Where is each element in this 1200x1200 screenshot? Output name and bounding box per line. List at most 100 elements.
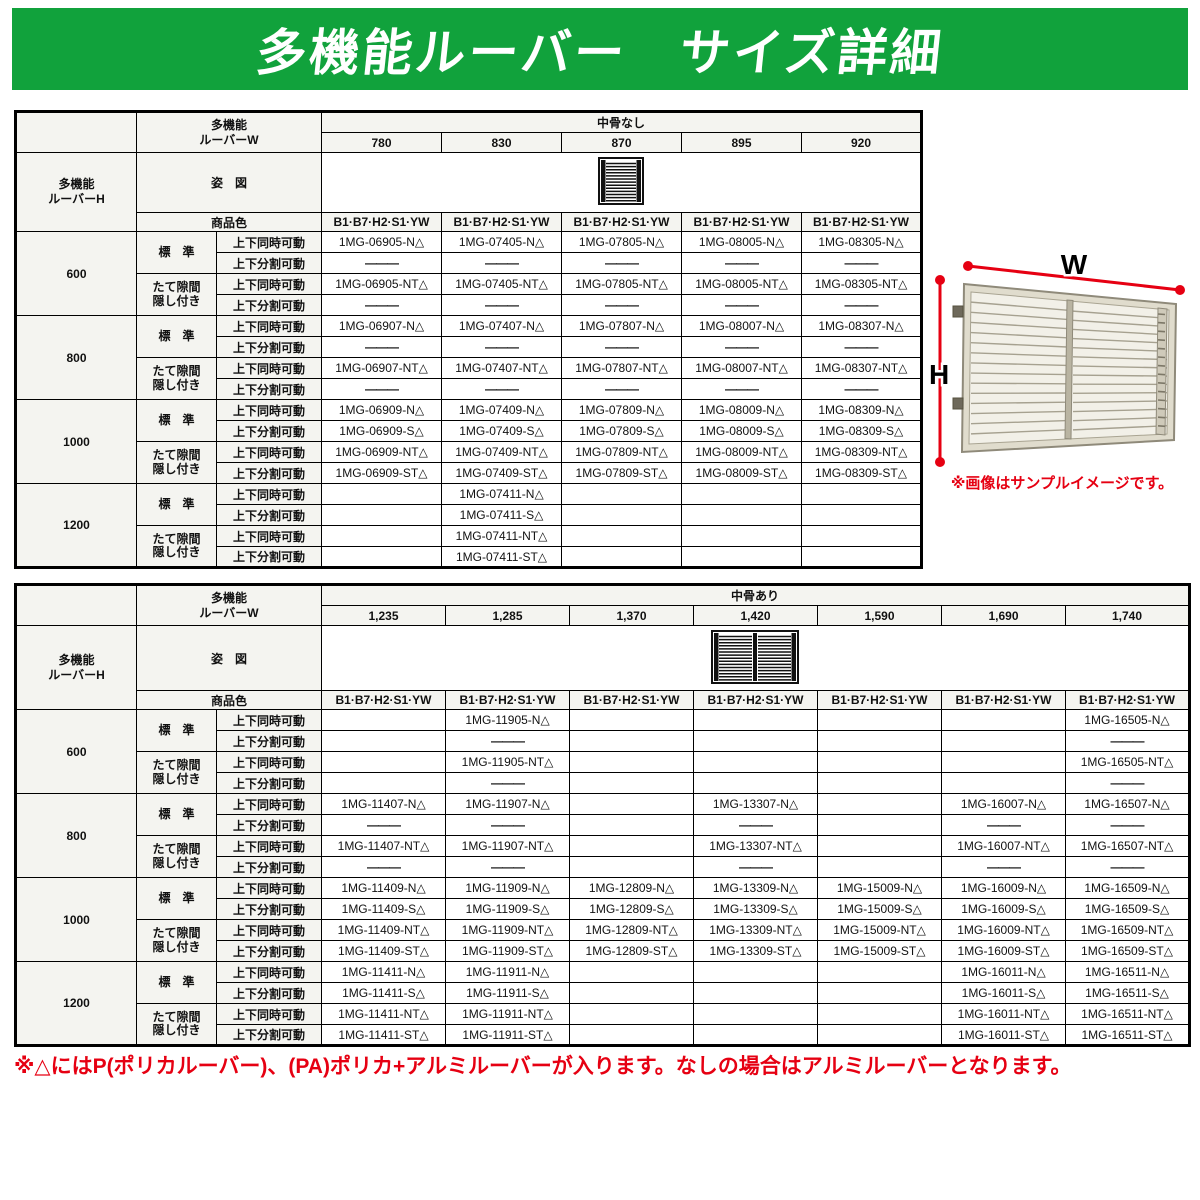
product-code-cell: 1MG-08009-S△ — [681, 420, 802, 442]
header-row-widths: 1,235 1,285 1,370 1,420 1,590 1,690 1,740 — [16, 605, 1190, 626]
product-code-cell: 1MG-16011-S△ — [941, 982, 1066, 1004]
empty-cell — [569, 814, 694, 836]
product-code-cell: 1MG-06905-NT△ — [321, 273, 442, 295]
movement-simultaneous-label: 上下同時可動 — [216, 751, 322, 773]
empty-cell — [569, 961, 694, 983]
product-code-cell: 1MG-16009-S△ — [941, 898, 1066, 920]
height-dimension-label: H — [929, 359, 949, 390]
movement-simultaneous-label: 上下同時可動 — [216, 357, 322, 379]
empty-cell — [561, 504, 682, 526]
product-code-cell: 1MG-13307-NT△ — [693, 835, 818, 857]
product-code-cell: 1MG-11411-S△ — [321, 982, 446, 1004]
width-header-cell: 1,740 — [1065, 605, 1190, 626]
product-code-cell: 1MG-16011-NT△ — [941, 1003, 1066, 1025]
louver-panel-icon — [598, 157, 644, 205]
empty-cell — [817, 835, 942, 857]
product-code-cell: 1MG-12809-ST△ — [569, 940, 694, 962]
category-tate-label: たて隙間 隠し付き — [136, 441, 217, 484]
color-code-cell: B1·B7·H2·S1·YW — [941, 690, 1066, 710]
louver-h-header-line: 多機能 — [58, 652, 95, 667]
empty-cell — [321, 730, 446, 752]
width-header-cell: 895 — [681, 132, 802, 153]
na-cell: ——— — [693, 856, 818, 878]
product-code-cell: 1MG-07405-NT△ — [441, 273, 562, 295]
na-cell: ——— — [445, 814, 570, 836]
empty-cell — [693, 982, 818, 1004]
empty-cell — [941, 751, 1066, 773]
empty-cell — [693, 1024, 818, 1046]
na-cell: ——— — [441, 294, 562, 316]
product-code-cell: 1MG-07409-S△ — [441, 420, 562, 442]
product-code-cell: 1MG-16509-ST△ — [1065, 940, 1190, 962]
table-row: 上下分割可動 ——— ——— ——— ——— ——— — [16, 336, 922, 358]
na-cell: ——— — [801, 252, 922, 274]
product-code-cell: 1MG-07409-NT△ — [441, 441, 562, 463]
louver-w-header-line: 多機能 — [210, 590, 247, 605]
product-code-cell: 1MG-11905-N△ — [445, 709, 570, 731]
product-code-cell: 1MG-11409-S△ — [321, 898, 446, 920]
table-with-midrail-container: 多機能 ルーバーW 中骨あり 1,235 1,285 1,370 1,420 1,590 1,6… — [14, 583, 1191, 1047]
product-code-cell: 1MG-08307-NT△ — [801, 357, 922, 379]
product-code-cell: 1MG-07807-N△ — [561, 315, 682, 337]
width-header-cell: 830 — [441, 132, 562, 153]
product-code-cell: 1MG-08305-N△ — [801, 231, 922, 253]
no-midrail-table: 多機能 ルーバーW 中骨なし 780 830 870 895 920 多機能 ルーバーH 姿 図商品… — [14, 110, 923, 569]
color-code-cell: B1·B7·H2·S1·YW — [321, 690, 446, 710]
category-tate-label-line: 隠し付き — [152, 461, 201, 476]
empty-cell — [801, 525, 922, 547]
category-tate-label-line: 隠し付き — [152, 771, 201, 786]
width-header-cell: 780 — [321, 132, 442, 153]
na-cell: ——— — [321, 294, 442, 316]
product-code-cell: 1MG-13307-N△ — [693, 793, 818, 815]
color-code-cell: B1·B7·H2·S1·YW — [569, 690, 694, 710]
product-code-cell: 1MG-08309-ST△ — [801, 462, 922, 484]
product-code-cell: 1MG-06909-S△ — [321, 420, 442, 442]
height-label: 800 — [15, 793, 137, 878]
width-header-cell: 920 — [801, 132, 922, 153]
product-code-cell: 1MG-16009-N△ — [941, 877, 1066, 899]
empty-cell — [817, 730, 942, 752]
height-label: 1200 — [15, 961, 137, 1046]
louver-panel-double-icon — [711, 629, 799, 684]
empty-cell — [321, 525, 442, 547]
na-cell: ——— — [321, 856, 446, 878]
color-code-row: 商品色 B1·B7·H2·S1·YW B1·B7·H2·S1·YW B1·B7·H2·… — [16, 690, 1190, 710]
color-row-label: 商品色 — [136, 690, 322, 710]
color-code-cell: B1·B7·H2·S1·YW — [561, 212, 682, 232]
empty-cell — [817, 709, 942, 731]
empty-cell — [681, 504, 802, 526]
product-code-cell: 1MG-07809-ST△ — [561, 462, 682, 484]
table-row: たて隙間 隠し付き 上下同時可動 1MG-11407-NT△ 1MG-11907-NT△… — [16, 835, 1190, 878]
na-cell: ——— — [1065, 814, 1190, 836]
category-tate-label-line: 隠し付き — [152, 377, 201, 392]
empty-cell — [681, 483, 802, 505]
product-code-cell: 1MG-15009-ST△ — [817, 940, 942, 962]
na-cell: ——— — [681, 294, 802, 316]
product-code-cell: 1MG-11909-S△ — [445, 898, 570, 920]
table-row: 上下分割可動 1MG-06909-S△ 1MG-07409-S△ 1MG-07809-… — [16, 420, 922, 442]
product-code-cell: 1MG-07809-S△ — [561, 420, 682, 442]
color-code-cell: B1·B7·H2·S1·YW — [681, 212, 802, 232]
product-code-cell: 1MG-07411-ST△ — [441, 546, 562, 568]
na-cell: ——— — [561, 336, 682, 358]
color-code-cell: B1·B7·H2·S1·YW — [321, 212, 442, 232]
category-tate-label-line: たて隙間 — [152, 926, 201, 941]
movement-split-label: 上下分割可動 — [216, 982, 322, 1004]
midrail-group-header: 中骨あり — [321, 584, 1190, 606]
category-tate-label: たて隙間 隠し付き — [136, 1003, 217, 1046]
movement-split-label: 上下分割可動 — [216, 420, 322, 442]
width-header-cell: 1,235 — [321, 605, 446, 626]
empty-cell — [801, 483, 922, 505]
empty-cell — [569, 730, 694, 752]
category-standard-label: 標 準 — [136, 231, 217, 274]
na-cell: ——— — [681, 336, 802, 358]
movement-split-label: 上下分割可動 — [216, 1024, 322, 1046]
na-cell: ——— — [561, 378, 682, 400]
empty-cell — [569, 982, 694, 1004]
product-code-cell: 1MG-07405-N△ — [441, 231, 562, 253]
movement-split-label: 上下分割可動 — [216, 730, 322, 752]
empty-cell — [561, 483, 682, 505]
empty-cell — [321, 751, 446, 773]
na-cell: ——— — [693, 814, 818, 836]
product-code-cell: 1MG-15009-NT△ — [817, 919, 942, 941]
